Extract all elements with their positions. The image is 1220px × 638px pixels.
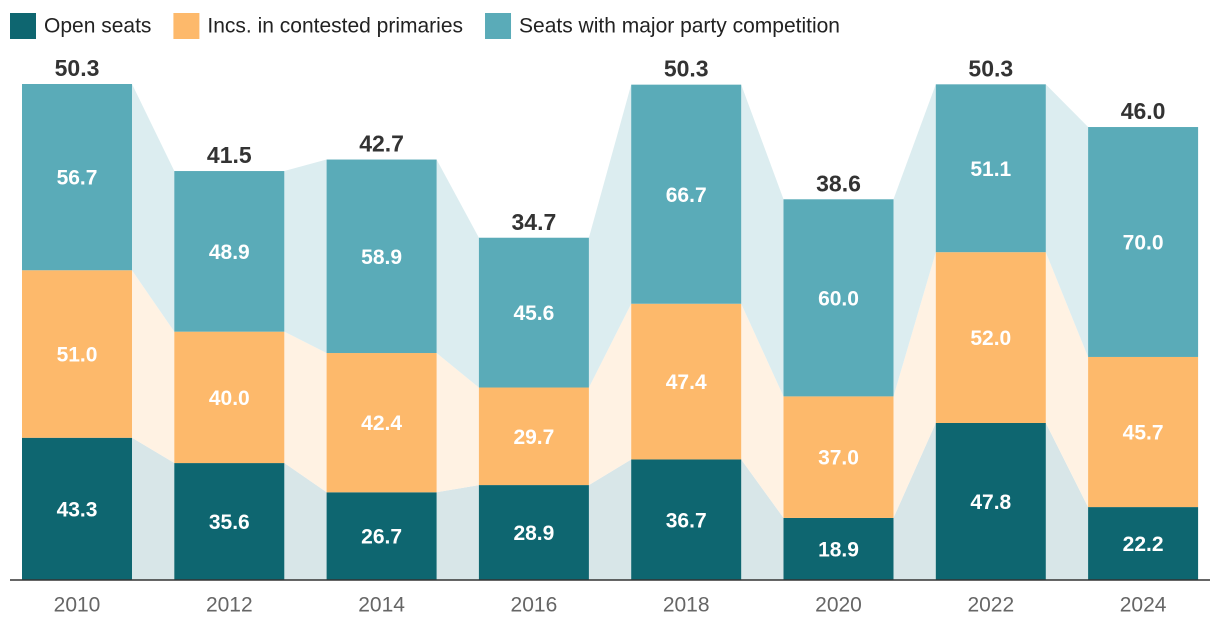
legend-label: Open seats — [44, 15, 151, 38]
connector — [893, 252, 936, 518]
bar-segment — [1088, 507, 1199, 580]
x-tick-label: 2010 — [54, 594, 101, 617]
connector — [1045, 252, 1089, 508]
connector — [1045, 422, 1089, 580]
value-label: 60.0 — [818, 287, 859, 310]
bar-segment — [326, 159, 437, 354]
connector — [436, 353, 479, 493]
value-label: 22.2 — [1123, 533, 1164, 556]
value-label: 26.7 — [361, 526, 402, 549]
total-label: 42.7 — [359, 131, 404, 157]
total-label: 50.3 — [664, 56, 709, 82]
total-label: 38.6 — [816, 170, 861, 196]
bar-segment — [326, 492, 437, 580]
value-label: 51.0 — [57, 344, 98, 367]
bar-segment — [326, 353, 437, 493]
value-label: 45.6 — [513, 302, 554, 325]
connector — [588, 84, 632, 388]
value-label: 42.4 — [361, 412, 402, 435]
connector — [741, 84, 784, 397]
connector — [741, 303, 784, 518]
bar-segment — [478, 485, 589, 580]
connector — [436, 485, 479, 580]
value-label: 28.9 — [513, 522, 554, 545]
value-label: 40.0 — [209, 387, 250, 410]
bar-segment — [783, 517, 894, 580]
x-tick-label: 2018 — [663, 594, 710, 617]
total-label: 34.7 — [512, 209, 557, 235]
legend-swatch — [173, 13, 200, 39]
value-label: 35.6 — [209, 511, 250, 534]
x-tick-label: 2012 — [206, 594, 253, 617]
connector — [284, 331, 327, 493]
connector — [741, 459, 784, 580]
connector — [132, 84, 175, 332]
connector — [284, 463, 327, 580]
connector — [1045, 84, 1089, 357]
value-label: 51.1 — [970, 158, 1011, 181]
total-label: 41.5 — [207, 142, 252, 168]
bar-segment — [631, 303, 742, 460]
bar-segment — [22, 270, 132, 438]
x-tick-label: 2014 — [358, 594, 405, 617]
x-tick-label: 2022 — [967, 594, 1014, 617]
value-label: 29.7 — [513, 426, 554, 449]
bar-segment — [478, 237, 589, 388]
connector — [588, 459, 632, 580]
value-label: 47.8 — [970, 491, 1011, 514]
connector — [436, 159, 479, 388]
bar-segment — [174, 331, 285, 464]
connector — [588, 303, 632, 486]
value-label: 18.9 — [818, 539, 859, 562]
x-tick-label: 2016 — [511, 594, 558, 617]
connector — [132, 437, 175, 580]
value-label: 66.7 — [666, 184, 707, 207]
bar-segment — [1088, 127, 1199, 357]
bar-segment — [631, 84, 742, 304]
total-label: 50.3 — [968, 55, 1013, 81]
value-label: 36.7 — [666, 509, 707, 532]
x-tick-label: 2024 — [1120, 594, 1167, 617]
value-label: 70.0 — [1123, 232, 1164, 255]
value-label: 47.4 — [666, 371, 707, 394]
bar-segment — [1088, 356, 1199, 508]
bar-segment — [783, 396, 894, 518]
value-label: 58.9 — [361, 246, 402, 269]
x-tick-label: 2020 — [815, 594, 862, 617]
bar-segment — [174, 171, 285, 332]
connector — [893, 422, 936, 580]
total-label: 50.3 — [55, 55, 100, 81]
connector — [132, 270, 175, 464]
value-label: 52.0 — [970, 327, 1011, 350]
bar-segment — [935, 84, 1046, 253]
bar-segment — [783, 199, 894, 397]
value-label: 37.0 — [818, 447, 859, 470]
bar-segment — [478, 387, 589, 486]
bar-segment — [935, 422, 1046, 580]
legend-label: Seats with major party competition — [519, 15, 840, 38]
bar-segment — [22, 84, 132, 271]
bar-segment — [22, 437, 132, 580]
legend-swatch — [10, 13, 36, 39]
total-label: 46.0 — [1121, 98, 1166, 124]
bar-segment — [935, 252, 1046, 423]
connector — [284, 159, 327, 354]
connector — [893, 84, 936, 397]
bar-segment — [631, 459, 742, 580]
legend-swatch — [485, 13, 512, 39]
value-label: 56.7 — [57, 167, 98, 190]
value-label: 45.7 — [1123, 422, 1164, 445]
value-label: 43.3 — [57, 498, 98, 521]
value-label: 48.9 — [209, 241, 250, 264]
bar-segment — [174, 463, 285, 580]
legend-label: Incs. in contested primaries — [207, 15, 463, 38]
